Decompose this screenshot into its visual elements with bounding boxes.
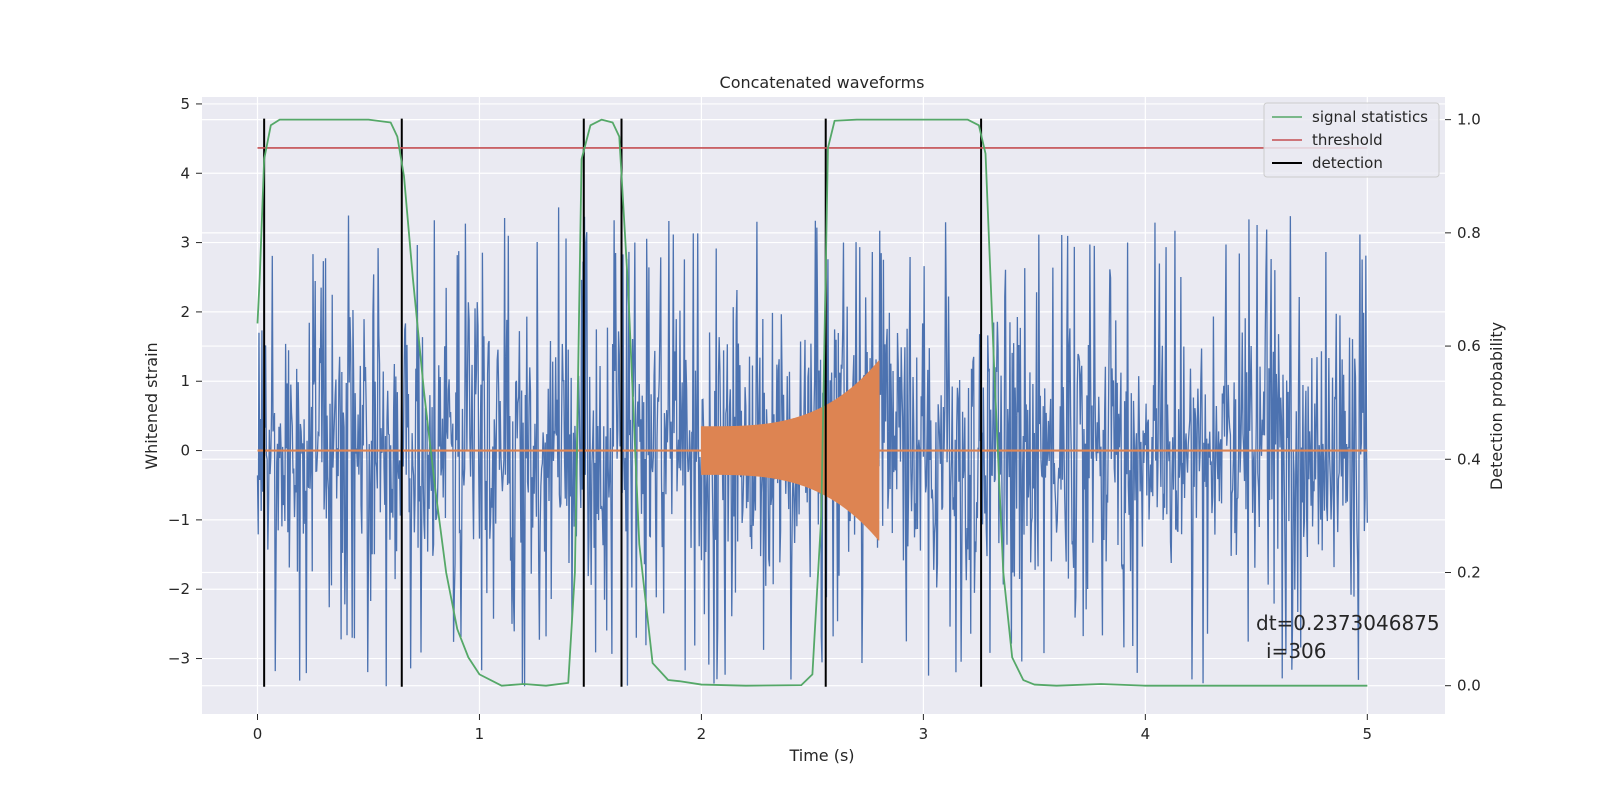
x-tick-label: 5 bbox=[1363, 725, 1373, 743]
y-tick-label: 2 bbox=[180, 303, 190, 321]
chart-title: Concatenated waveforms bbox=[720, 73, 925, 92]
y-tick-label: 1 bbox=[180, 372, 190, 390]
y-tick-label: 3 bbox=[180, 234, 190, 252]
legend-frame bbox=[1263, 102, 1440, 178]
y2-axis-label: Detection probability bbox=[1487, 322, 1506, 490]
y-tick-label: −2 bbox=[168, 580, 190, 598]
x-tick-label: 1 bbox=[475, 725, 485, 743]
x-axis-label: Time (s) bbox=[788, 746, 854, 765]
y2-tick-label: 0.8 bbox=[1457, 224, 1481, 242]
annotation-dt: dt=0.2373046875 bbox=[1256, 611, 1440, 635]
y-tick-label: −3 bbox=[168, 650, 190, 668]
y-tick-label: −1 bbox=[168, 511, 190, 529]
y2-tick-label: 1.0 bbox=[1457, 111, 1481, 129]
legend: signal statistics threshold detection bbox=[1263, 102, 1440, 178]
template-series-line bbox=[700, 360, 880, 541]
y-tick-label: 0 bbox=[180, 442, 190, 460]
x-tick-label: 3 bbox=[919, 725, 929, 743]
x-tick-label: 4 bbox=[1141, 725, 1151, 743]
y-tick-label: 5 bbox=[180, 95, 190, 113]
y2-tick-label: 0.6 bbox=[1457, 337, 1481, 355]
signal-statistics-line bbox=[256, 118, 1368, 687]
signal-statistics-layer bbox=[256, 118, 1368, 687]
detection-lines-layer bbox=[263, 118, 983, 687]
ticks-layer: 0 1 2 3 4 5 5 4 3 2 1 0 −1 −2 −3 1.0 0.8 0.6 0.4 0.2 0.0 bbox=[168, 95, 1481, 743]
legend-label-threshold: threshold bbox=[1312, 131, 1383, 149]
legend-label-detection: detection bbox=[1312, 154, 1383, 172]
y-tick-label: 4 bbox=[180, 164, 190, 182]
template-series-layer bbox=[257, 360, 1368, 541]
x-tick-label: 0 bbox=[253, 725, 263, 743]
x-tick-label: 2 bbox=[697, 725, 707, 743]
y2-tick-label: 0.4 bbox=[1457, 450, 1481, 468]
y2-tick-label: 0.0 bbox=[1457, 677, 1481, 695]
legend-label-signal-statistics: signal statistics bbox=[1312, 108, 1428, 126]
annotation-i: i=306 bbox=[1266, 639, 1327, 663]
y-axis-label: Whitened strain bbox=[142, 342, 161, 469]
y2-tick-label: 0.2 bbox=[1457, 563, 1481, 581]
